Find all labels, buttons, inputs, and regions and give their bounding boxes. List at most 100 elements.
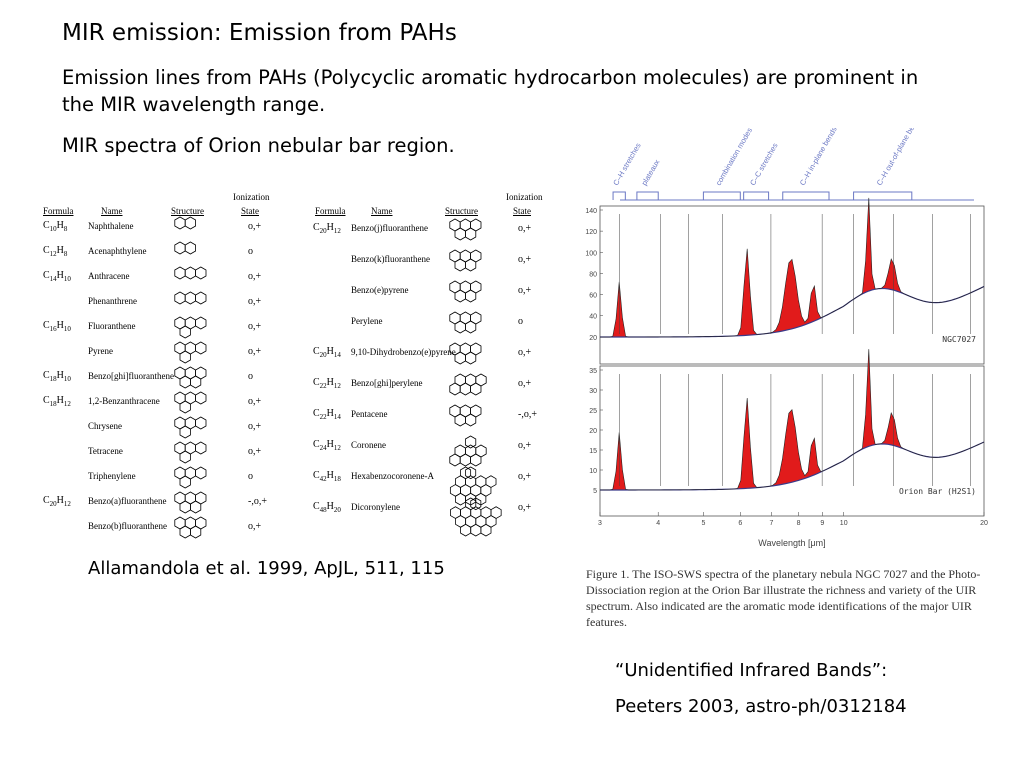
x-tick-label: 8 xyxy=(797,520,801,527)
structure-diagram xyxy=(173,441,208,467)
table-row: Chrysene o,+ xyxy=(43,416,298,439)
y-tick-label: 30 xyxy=(589,388,597,395)
header-name: Name xyxy=(101,206,123,216)
name-cell: Benzo(e)pyrene xyxy=(351,285,409,295)
panel-orion-bar: 35 30 25 20 15 10 5 Orion Bar (H2S1) xyxy=(589,349,985,517)
name-cell: Coronene xyxy=(351,440,386,450)
table-row: C18H10 Benzo[ghi]fluoranthene o xyxy=(43,366,298,389)
formula-cell: C18H12 xyxy=(43,395,71,408)
name-cell: Anthracene xyxy=(88,271,130,281)
band-bracket xyxy=(743,191,770,200)
ionization-state-cell: o,+ xyxy=(518,378,532,389)
y-tick-label: 80 xyxy=(589,271,597,278)
ionization-state-cell: o,+ xyxy=(248,221,262,232)
pah-table: Formula Name Structure Ionization State … xyxy=(43,190,558,545)
y-tick-label: 20 xyxy=(589,335,597,342)
ionization-state-cell: o,+ xyxy=(518,223,532,234)
table-row: C24H12 Coronene o,+ xyxy=(313,435,558,467)
structure-diagram xyxy=(173,466,208,492)
x-tick-label: 3 xyxy=(598,520,602,527)
table-header-right: Formula Name Structure Ionization State xyxy=(313,190,558,216)
header-state: State xyxy=(513,206,531,216)
ionization-state-cell: o,+ xyxy=(248,521,262,532)
ionization-state-cell: o,+ xyxy=(518,471,532,482)
ionization-state-cell: o,+ xyxy=(248,396,262,407)
header-name: Name xyxy=(371,206,393,216)
x-axis-label: Wavelength [μm] xyxy=(758,538,825,548)
pah-emission-fill xyxy=(600,349,984,490)
table-row: Tetracene o,+ xyxy=(43,441,298,464)
panel-frame xyxy=(599,365,985,517)
ionization-state-cell: o,+ xyxy=(518,347,532,358)
formula-cell: C18H10 xyxy=(43,370,71,383)
table-row: Benzo(b)fluoranthene o,+ xyxy=(43,516,298,539)
structure-diagram xyxy=(448,280,483,306)
ionization-state-cell: o,+ xyxy=(518,440,532,451)
structure-diagram xyxy=(173,241,197,258)
panel-label: NGC7027 xyxy=(942,335,976,344)
y-tick-label: 20 xyxy=(589,428,597,435)
table-row: C10H8 Naphthalene o,+ xyxy=(43,216,298,238)
name-cell: Perylene xyxy=(351,316,383,326)
caption-fig-label: Figure 1. xyxy=(586,567,630,581)
formula-cell: C16H10 xyxy=(43,320,71,333)
formula-cell: C22H14 xyxy=(313,408,341,421)
structure-diagram xyxy=(448,466,498,509)
slide-title: MIR emission: Emission from PAHs xyxy=(62,20,457,46)
formula-cell: C12H8 xyxy=(43,245,68,258)
y-tick-label: 15 xyxy=(589,448,597,455)
table-row: C22H12 Benzo[ghi]perylene o,+ xyxy=(313,373,558,396)
name-cell: 1,2-Benzanthracene xyxy=(88,396,160,406)
spectrum-line xyxy=(599,197,985,338)
formula-cell: C48H20 xyxy=(313,501,341,514)
name-cell: Benzo(b)fluoranthene xyxy=(88,521,167,531)
formula-cell: C20H12 xyxy=(313,222,341,235)
structure-diagram xyxy=(448,342,483,368)
table-row: Perylene o xyxy=(313,311,558,334)
table-row: C14H10 Anthracene o,+ xyxy=(43,266,298,288)
band-bracket xyxy=(636,191,659,200)
ionization-state-cell: o,+ xyxy=(248,421,262,432)
uib-label: “Unidentified Infrared Bands”: xyxy=(615,660,888,681)
name-cell: Pentacene xyxy=(351,409,388,419)
header-state: State xyxy=(241,206,259,216)
x-tick-label: 5 xyxy=(701,520,705,527)
formula-cell: C20H14 xyxy=(313,346,341,359)
ionization-state-cell: o,+ xyxy=(518,254,532,265)
y-tick-label: 60 xyxy=(589,293,597,300)
citation-allamandola: Allamandola et al. 1999, ApJL, 511, 115 xyxy=(88,558,445,579)
formula-cell: C22H12 xyxy=(313,377,341,390)
ionization-state-cell: o,+ xyxy=(248,321,262,332)
name-cell: Fluoranthene xyxy=(88,321,136,331)
structure-diagram xyxy=(173,366,208,392)
table-row: C48H20 Dicoronylene o,+ xyxy=(313,497,558,537)
ionization-state-cell: o xyxy=(248,246,253,257)
band-label: C–H out-of-plane bends xyxy=(875,128,923,187)
panel-ngc7027: 140 120 100 80 60 40 20 NGC7027 xyxy=(585,197,985,365)
pah-emission-fill xyxy=(600,197,984,338)
y-tick-label: 25 xyxy=(589,408,597,415)
formula-cell: C10H8 xyxy=(43,220,68,233)
table-row: C18H12 1,2-Benzanthracene o,+ xyxy=(43,391,298,414)
panel-label: Orion Bar (H2S1) xyxy=(899,487,976,496)
formula-cell: C20H12 xyxy=(43,495,71,508)
x-tick-label: 7 xyxy=(770,520,774,527)
structure-diagram xyxy=(448,218,483,244)
structure-diagram xyxy=(173,416,208,442)
ionization-state-cell: o,+ xyxy=(518,285,532,296)
ionization-state-cell: o,+ xyxy=(248,296,262,307)
ionization-state-cell: o xyxy=(248,371,253,382)
formula-cell: C24H12 xyxy=(313,439,341,452)
y-tick-label: 120 xyxy=(585,229,597,236)
table-row: Benzo(k)fluoranthene o,+ xyxy=(313,249,558,272)
structure-diagram xyxy=(173,341,208,367)
name-cell: Naphthalene xyxy=(88,221,134,231)
structure-diagram xyxy=(173,216,197,233)
table-row: C20H14 9,10-Dihydrobenzo(e)pyrene o,+ xyxy=(313,342,558,365)
table-row: C16H10 Fluoranthene o,+ xyxy=(43,316,298,339)
band-label: C–H stretches xyxy=(611,141,643,187)
name-cell: 9,10-Dihydrobenzo(e)pyrene xyxy=(351,347,456,357)
formula-cell: C42H18 xyxy=(313,470,341,483)
band-label: C–H in-plane bends xyxy=(798,128,839,187)
